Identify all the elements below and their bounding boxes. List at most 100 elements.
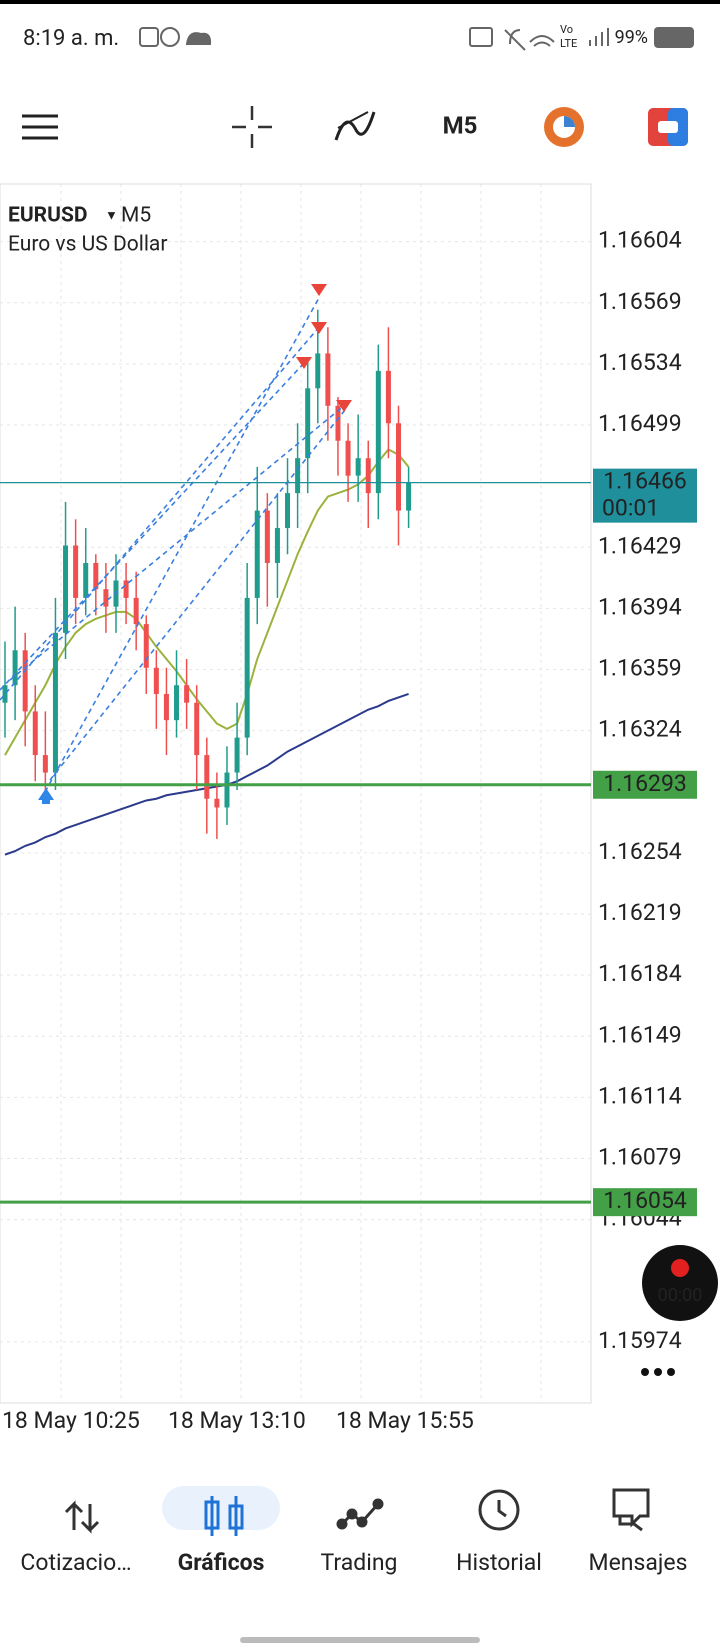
- candle-body: [32, 711, 38, 756]
- nav-label[interactable]: Cotizacio…: [20, 1549, 131, 1576]
- chart-type-button[interactable]: [648, 108, 688, 146]
- y-tick-label: 1.16219: [598, 899, 682, 926]
- battery-level: 99%: [615, 27, 648, 48]
- price-line-label: 1.16293: [603, 770, 687, 797]
- more-button[interactable]: [641, 1368, 675, 1376]
- nav-label[interactable]: Trading: [321, 1549, 398, 1576]
- candle-body: [2, 685, 8, 703]
- y-tick-label: 1.16324: [598, 716, 682, 743]
- candle-body: [12, 650, 18, 686]
- y-tick-label: 1.15974: [598, 1327, 682, 1354]
- candle-body: [254, 510, 260, 598]
- candle-body: [73, 545, 79, 598]
- price-line-label-bg: [593, 1188, 697, 1217]
- home-indicator[interactable]: [240, 1637, 480, 1643]
- candle-body: [406, 482, 412, 511]
- top-edge: [0, 0, 720, 4]
- symbol-dropdown[interactable]: ▼: [105, 208, 118, 223]
- candle-body: [396, 423, 402, 511]
- x-tick-label: 18 May 13:10: [168, 1407, 306, 1434]
- status-icons: [139, 27, 694, 51]
- candle-body: [174, 685, 180, 721]
- candle-body: [375, 370, 381, 494]
- time-axis: 18 May 10:25 18 May 13:10 18 May 15:55: [2, 1407, 474, 1434]
- price-axis: 1.16604 1.16569 1.16534 1.16499 1.16429 1.163…: [598, 227, 682, 1354]
- candle-body: [264, 510, 270, 563]
- x-tick-label: 18 May 10:25: [2, 1407, 140, 1434]
- trade-arrows: [38, 284, 352, 804]
- candle-body: [204, 755, 210, 799]
- candle-body: [224, 772, 230, 808]
- candle-body: [163, 693, 169, 721]
- candle-body: [365, 458, 371, 494]
- candle-body: [63, 545, 69, 633]
- nav-label[interactable]: Gráficos: [178, 1549, 265, 1576]
- candle-body: [285, 493, 291, 529]
- candle-body: [234, 737, 240, 773]
- candle-body: [274, 528, 280, 563]
- timeframe-button[interactable]: M5: [443, 111, 478, 139]
- x-tick-label: 18 May 15:55: [336, 1407, 474, 1434]
- y-tick-label: 1.16254: [598, 838, 682, 865]
- candle-body: [305, 388, 311, 459]
- candle-body: [22, 650, 28, 712]
- y-tick-label: 1.16604: [598, 227, 682, 254]
- candle-body: [133, 597, 139, 625]
- candle-body: [214, 798, 220, 808]
- candle-body: [83, 562, 89, 598]
- y-tick-label: 1.16569: [598, 288, 682, 315]
- y-tick-label: 1.16184: [598, 960, 682, 987]
- candle-body: [194, 702, 200, 756]
- candle-body: [103, 589, 109, 607]
- screen-recorder[interactable]: 00:00: [642, 1245, 718, 1321]
- moving-average: [4, 448, 410, 756]
- nav-icons: [64, 1486, 650, 1536]
- candle-body: [153, 667, 159, 694]
- indicators-button[interactable]: [334, 111, 376, 141]
- symbol[interactable]: EURUSD: [8, 204, 88, 228]
- candle-body: [355, 458, 361, 476]
- menu-button[interactable]: [22, 114, 58, 140]
- bar-timer: 00:01: [602, 495, 659, 522]
- y-tick-label: 1.16359: [598, 655, 682, 682]
- candle-body: [123, 580, 129, 598]
- candle-body: [93, 562, 99, 590]
- status-time: 8:19 a. m.: [23, 26, 119, 51]
- symbol-description: Euro vs US Dollar: [8, 233, 167, 257]
- chart-frame: [0, 183, 592, 1404]
- candle-body: [52, 632, 58, 773]
- trade-button[interactable]: [544, 107, 584, 147]
- candle-body: [345, 440, 351, 476]
- candle-body: [184, 685, 190, 703]
- y-tick-label: 1.16394: [598, 593, 682, 620]
- candle-body: [295, 458, 301, 494]
- y-tick-label: 1.16149: [598, 1021, 682, 1048]
- horizontal-grid: [0, 241, 591, 1343]
- price-line-label: 1.16054: [603, 1187, 687, 1214]
- candle-body: [335, 405, 341, 441]
- bottom-nav: Cotizacio… Gráficos Trading Historial Mensaj…: [20, 1549, 687, 1576]
- candle-body: [244, 597, 250, 738]
- candle-body: [42, 755, 48, 773]
- current-price-label-bg: [593, 468, 697, 523]
- y-tick-label: 1.16534: [598, 349, 682, 376]
- recorder-time: 00:00: [658, 1285, 703, 1306]
- nav-label[interactable]: Mensajes: [589, 1549, 688, 1576]
- y-tick-label: 1.16079: [598, 1144, 682, 1171]
- chart-timeframe: M5: [121, 204, 151, 228]
- nav-label[interactable]: Historial: [456, 1549, 542, 1576]
- price-line-label-bg: [593, 770, 697, 799]
- crosshair-button[interactable]: [232, 106, 272, 148]
- status-volte: Vo: [560, 23, 573, 36]
- y-tick-label: 1.16114: [598, 1082, 682, 1109]
- y-tick-label: 1.16429: [598, 532, 682, 559]
- candle-body: [385, 370, 391, 424]
- candle-body: [315, 353, 321, 389]
- y-tick-label: 1.16499: [598, 410, 682, 437]
- trade-lines: [0, 295, 346, 793]
- candle-body: [325, 353, 331, 406]
